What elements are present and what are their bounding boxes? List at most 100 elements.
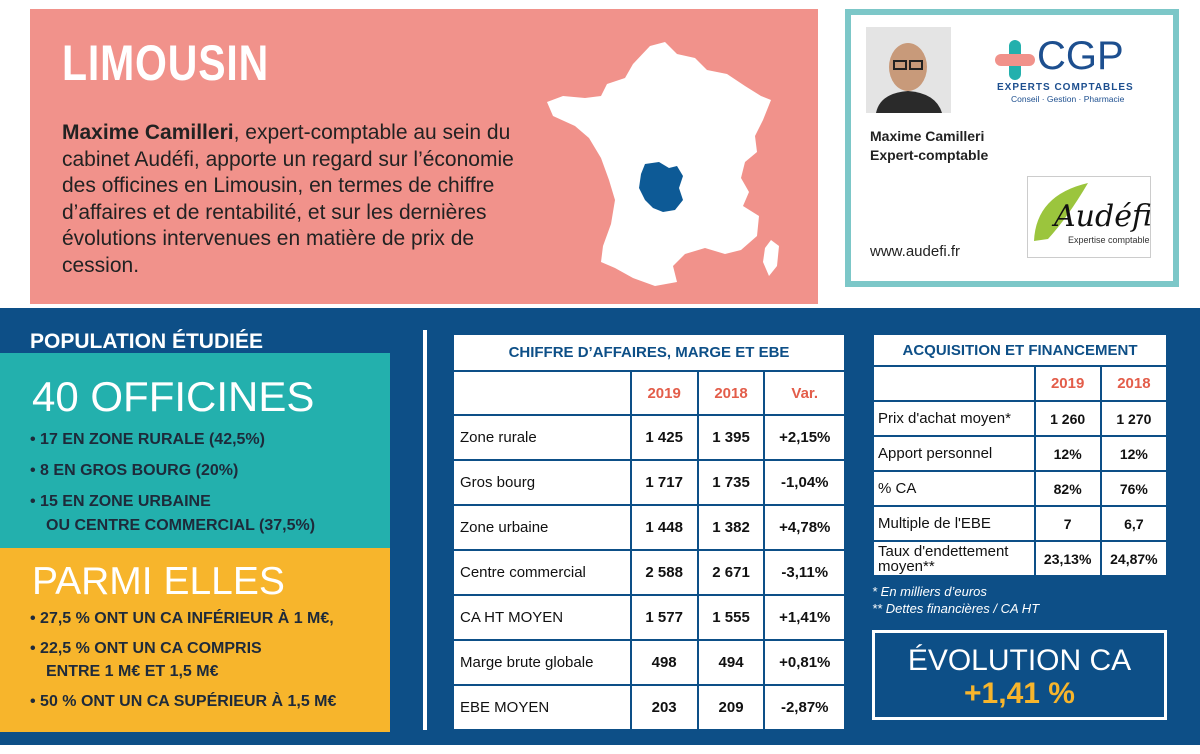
cell-2018: 209 bbox=[696, 684, 766, 731]
row-label: Marge brute globale bbox=[452, 639, 632, 686]
table-row: Centre commercial 2 588 2 671 -3,11% bbox=[452, 549, 846, 596]
cell-2019: 7 bbox=[1033, 505, 1102, 542]
cell-2018: 6,7 bbox=[1099, 505, 1169, 542]
cell-2019: 1 448 bbox=[629, 504, 699, 551]
revenue-table-title: CHIFFRE D’AFFAIRES, MARGE ET EBE bbox=[452, 333, 846, 372]
cell-2019: 82% bbox=[1033, 470, 1102, 507]
france-map bbox=[547, 42, 779, 286]
cell-2019: 498 bbox=[629, 639, 699, 686]
cell-2019: 1 577 bbox=[629, 594, 699, 641]
row-label: Apport personnel bbox=[872, 435, 1036, 472]
cell-2019: 23,13% bbox=[1033, 540, 1102, 577]
row-label: % CA bbox=[872, 470, 1036, 507]
acquisition-table-title: ACQUISITION ET FINANCEMENT bbox=[872, 333, 1168, 367]
contact-role: Expert-comptable bbox=[870, 147, 989, 163]
corsica-island bbox=[763, 240, 779, 276]
zone-item-urban: • 15 EN ZONE URBAINE bbox=[30, 493, 211, 510]
ca-list: • 27,5 % ONT UN CA INFÉRIEUR À 1 M€, • 2… bbox=[30, 607, 336, 713]
acquisition-table: ACQUISITION ET FINANCEMENT 2019 2018 Pri… bbox=[872, 333, 1169, 577]
intro-body: , expert-comptable au sein du cabinet Au… bbox=[62, 121, 514, 277]
cgp-line2: Conseil · Gestion · Pharmacie bbox=[1011, 94, 1125, 104]
zone-item-urban-cont: OU CENTRE COMMERCIAL (37,5%) bbox=[46, 517, 316, 534]
table-row: Multiple de l'EBE 7 6,7 bbox=[872, 505, 1169, 542]
cell-2018: 1 270 bbox=[1099, 400, 1169, 437]
ca-item-mid-cont: ENTRE 1 M€ ET 1,5 M€ bbox=[46, 663, 219, 680]
contact-name: Maxime Camilleri bbox=[870, 128, 985, 144]
cell-2019: 1 425 bbox=[629, 414, 699, 461]
header-blank bbox=[452, 370, 632, 416]
table-row: % CA 82% 76% bbox=[872, 470, 1169, 507]
header-var: Var. bbox=[763, 370, 846, 416]
website-link[interactable]: www.audefi.fr bbox=[870, 243, 961, 260]
audefi-logo: Audéfi Expertise comptable bbox=[1027, 176, 1152, 258]
revenue-table-note: (En milliers d’euros) bbox=[455, 711, 570, 726]
row-label: Taux d'endettement moyen** bbox=[872, 540, 1036, 577]
limousin-region bbox=[639, 162, 683, 212]
note-debts: ** Dettes financières / CA HT bbox=[872, 601, 1040, 616]
cell-2018: 1 382 bbox=[696, 504, 766, 551]
row-label: Gros bourg bbox=[452, 459, 632, 506]
cgp-cross-icon bbox=[995, 40, 1035, 80]
cgp-logo: CGP EXPERTS COMPTABLES Conseil · Gestion… bbox=[995, 34, 1145, 108]
row-label: Zone rurale bbox=[452, 414, 632, 461]
zone-item-rural: • 17 EN ZONE RURALE (42,5%) bbox=[30, 431, 265, 448]
header-blank bbox=[872, 365, 1036, 402]
table-row: CA HT MOYEN 1 577 1 555 +1,41% bbox=[452, 594, 846, 641]
cell-var: -1,04% bbox=[763, 459, 846, 506]
cell-2019: 2 588 bbox=[629, 549, 699, 596]
header-2019: 2019 bbox=[1033, 365, 1102, 402]
table-row: Zone urbaine 1 448 1 382 +4,78% bbox=[452, 504, 846, 551]
row-label: Prix d'achat moyen* bbox=[872, 400, 1036, 437]
cell-2018: 12% bbox=[1099, 435, 1169, 472]
header-2019: 2019 bbox=[629, 370, 699, 416]
cell-2018: 1 395 bbox=[696, 414, 766, 461]
cell-var: -2,87% bbox=[763, 684, 846, 731]
table-row: Apport personnel 12% 12% bbox=[872, 435, 1169, 472]
cell-2018: 1 555 bbox=[696, 594, 766, 641]
table-row: Zone rurale 1 425 1 395 +2,15% bbox=[452, 414, 846, 461]
cell-2019: 1 260 bbox=[1033, 400, 1102, 437]
zone-item-bourg: • 8 EN GROS BOURG (20%) bbox=[30, 462, 239, 479]
cell-2019: 1 717 bbox=[629, 459, 699, 506]
cell-var: +2,15% bbox=[763, 414, 846, 461]
cell-2018: 76% bbox=[1099, 470, 1169, 507]
audefi-leaf-icon bbox=[1034, 183, 1088, 241]
row-label: Multiple de l'EBE bbox=[872, 505, 1036, 542]
table-row: Marge brute globale 498 494 +0,81% bbox=[452, 639, 846, 686]
row-label: EBE MOYEN bbox=[452, 684, 632, 731]
population-box bbox=[0, 353, 390, 548]
cell-var: +4,78% bbox=[763, 504, 846, 551]
audefi-brand: Audéfi bbox=[1054, 199, 1152, 234]
table-row: EBE MOYEN 203 209 -2,87% bbox=[452, 684, 846, 731]
cell-2019: 203 bbox=[629, 684, 699, 731]
officine-count: 40 OFFICINES bbox=[32, 373, 315, 420]
population-title: POPULATION ÉTUDIÉE bbox=[30, 330, 263, 353]
contact-info: Maxime Camilleri Expert-comptable bbox=[870, 127, 988, 165]
evolution-title: ÉVOLUTION CA bbox=[907, 644, 1132, 677]
portrait-photo bbox=[866, 27, 951, 113]
cgp-brand: CGP bbox=[1037, 34, 1124, 78]
audefi-tagline: Expertise comptable bbox=[1068, 235, 1150, 245]
cell-2018: 24,87% bbox=[1099, 540, 1169, 577]
zone-list: • 17 EN ZONE RURALE (42,5%) • 8 EN GROS … bbox=[30, 428, 315, 538]
row-label: Centre commercial bbox=[452, 549, 632, 596]
ca-item-mid: • 22,5 % ONT UN CA COMPRIS bbox=[30, 640, 262, 657]
ca-item-low: • 27,5 % ONT UN CA INFÉRIEUR À 1 M€, bbox=[30, 610, 334, 627]
section-divider bbox=[423, 330, 427, 730]
header-2018: 2018 bbox=[696, 370, 766, 416]
page-title: LIMOUSIN bbox=[62, 35, 269, 91]
cell-2018: 2 671 bbox=[696, 549, 766, 596]
row-label: Zone urbaine bbox=[452, 504, 632, 551]
cell-var: +0,81% bbox=[763, 639, 846, 686]
cell-var: +1,41% bbox=[763, 594, 846, 641]
table-row: Prix d'achat moyen* 1 260 1 270 bbox=[872, 400, 1169, 437]
table-row: Taux d'endettement moyen** 23,13% 24,87% bbox=[872, 540, 1169, 577]
cell-2018: 1 735 bbox=[696, 459, 766, 506]
among-title: PARMI ELLES bbox=[32, 560, 285, 603]
row-label: CA HT MOYEN bbox=[452, 594, 632, 641]
cell-2018: 494 bbox=[696, 639, 766, 686]
evolution-box bbox=[872, 630, 1167, 720]
cell-2019: 12% bbox=[1033, 435, 1102, 472]
table-row: Gros bourg 1 717 1 735 -1,04% bbox=[452, 459, 846, 506]
evolution-value: +1,41 % bbox=[964, 677, 1075, 710]
